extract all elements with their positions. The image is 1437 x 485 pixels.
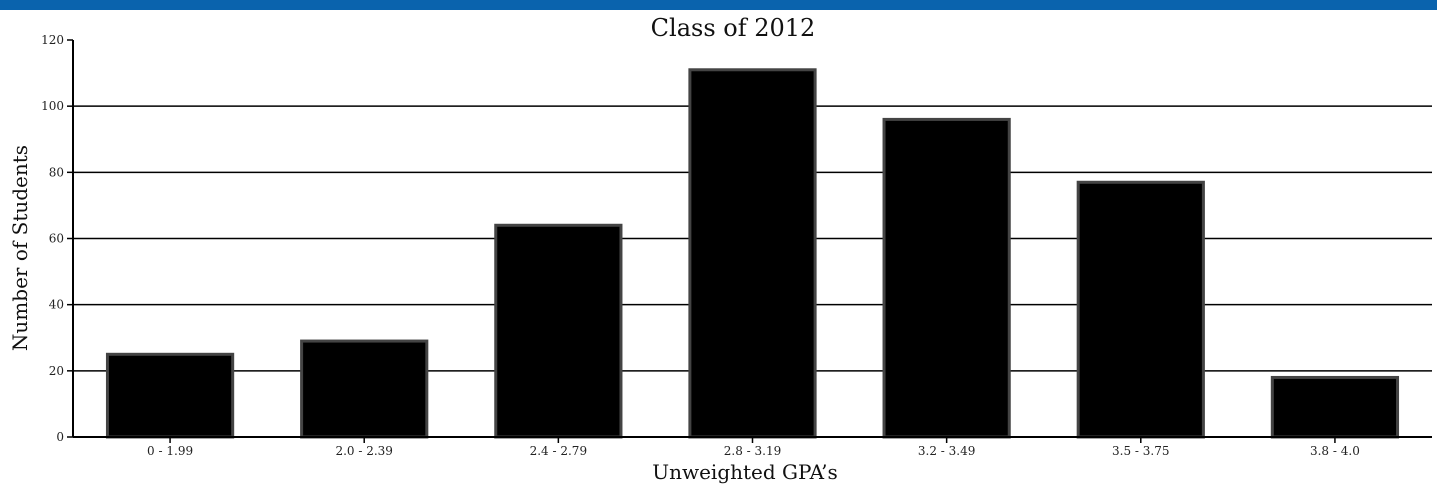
x-tick-label: 3.8 - 4.0 [1310,444,1360,458]
y-tick-label: 120 [41,33,64,47]
y-ticks: 0 20 40 60 80 100 120 [41,33,73,444]
top-accent-bar [0,0,1437,10]
bar [300,339,429,439]
y-tick-label: 100 [41,99,64,113]
bars [105,68,1400,439]
x-axis-title: Unweighted GPA’s [652,460,838,484]
y-axis-title: Number of Students [8,145,32,351]
y-tick-label: 80 [49,165,64,179]
x-ticks: 0 - 1.99 2.0 - 2.39 2.4 - 2.79 2.8 - 3.19 3.… [147,437,1360,458]
x-tick-label: 0 - 1.99 [147,444,193,458]
bar [494,223,623,439]
bar [882,117,1011,439]
y-tick-label: 60 [49,232,64,246]
bar [105,352,235,439]
x-tick-label: 2.8 - 3.19 [724,444,782,458]
x-tick-label: 2.4 - 2.79 [530,444,588,458]
bar [688,68,817,439]
x-tick-label: 3.2 - 3.49 [918,444,976,458]
y-tick-label: 20 [49,364,64,378]
x-tick-label: 3.5 - 3.75 [1112,444,1170,458]
y-tick-label: 0 [56,430,64,444]
y-tick-label: 40 [49,298,64,312]
bar [1270,375,1400,439]
chart-title: Class of 2012 [651,14,816,42]
bar [1076,180,1205,439]
x-tick-label: 2.0 - 2.39 [335,444,393,458]
